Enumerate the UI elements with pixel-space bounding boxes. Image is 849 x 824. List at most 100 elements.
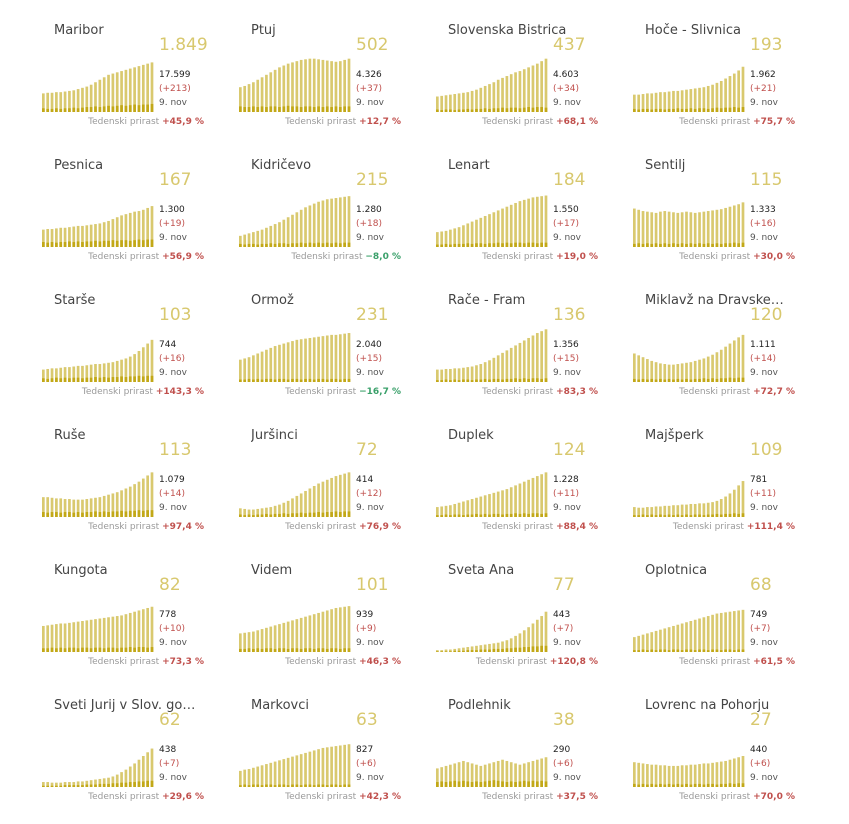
sparkline-chart (239, 472, 351, 517)
daily-bar (457, 109, 461, 112)
trend-bar (334, 198, 338, 247)
trend-bar (141, 478, 145, 517)
daily-bar (330, 512, 333, 517)
daily-bar (641, 649, 645, 652)
municipality-name: Juršinci (251, 428, 298, 443)
daily-bar (711, 649, 714, 652)
trend-bar (338, 474, 342, 517)
trend-bar (496, 210, 500, 247)
trend-bar (295, 619, 299, 652)
current-value: 120 (750, 305, 783, 325)
trend-bar (321, 336, 325, 382)
trend-bar (133, 484, 136, 517)
weekly-growth: Tedenski prirast +30,0 % (679, 252, 795, 262)
trend-bar (479, 87, 483, 112)
trend-bar (650, 507, 654, 517)
daily-bar (55, 377, 58, 382)
weekly-growth: Tedenski prirast +12,7 % (285, 117, 401, 127)
trend-bar (239, 633, 242, 652)
trend-bar (715, 209, 719, 247)
trend-bar (518, 483, 522, 517)
daily-bar (728, 783, 732, 787)
trend-bar (282, 343, 286, 382)
daily-bar (663, 784, 667, 787)
daily-bar (698, 514, 701, 517)
daily-bar (505, 378, 509, 382)
trend-bar (247, 509, 251, 517)
trend-bar (514, 202, 517, 247)
daily-bar (102, 511, 106, 517)
trend-bar (304, 490, 307, 517)
trend-bar (85, 86, 89, 112)
daily-bar (514, 242, 517, 247)
trend-bar (42, 497, 45, 517)
trend-bar (286, 342, 290, 382)
trend-bar (334, 334, 338, 382)
trend-bar (711, 614, 714, 652)
daily-bar (295, 243, 299, 247)
daily-bar (115, 105, 119, 112)
sparkline-chart (239, 333, 351, 382)
daily-bar (633, 783, 636, 787)
daily-bar (475, 379, 478, 382)
trend-bar (63, 91, 67, 112)
trend-bar (252, 509, 255, 517)
daily-bar (81, 512, 84, 517)
date-label: 9. nov (750, 368, 778, 378)
trend-bar (299, 339, 303, 382)
total-cases: 4.603 (553, 70, 579, 80)
daily-bar (120, 647, 123, 652)
daily-bar (637, 379, 641, 382)
trend-bar (286, 500, 290, 517)
daily-increase: (+15) (356, 354, 383, 364)
trend-bar (299, 209, 303, 247)
trend-bar (124, 614, 128, 652)
trend-bar (94, 497, 97, 517)
trend-bar (286, 757, 290, 787)
daily-bar (256, 244, 260, 247)
municipality-chart: Lovrenc na Pohorju 27 440 (+6) 9. nov Tedensk… (633, 691, 813, 816)
trend-bar (518, 764, 522, 787)
daily-bar (256, 784, 260, 787)
daily-bar (317, 106, 320, 112)
daily-bar (706, 108, 710, 112)
trend-bar (137, 610, 141, 652)
weekly-growth-value: +68,1 % (556, 117, 598, 127)
daily-bar (663, 243, 667, 247)
trend-bar (641, 507, 645, 517)
daily-bar (514, 782, 517, 787)
trend-bar (282, 219, 286, 247)
trend-bar (440, 767, 444, 787)
daily-bar (98, 241, 102, 247)
trend-bar (719, 81, 723, 112)
trend-bar (514, 485, 517, 517)
trend-bar (732, 205, 736, 247)
daily-bar (269, 514, 273, 517)
daily-bar (741, 649, 745, 652)
daily-bar (312, 243, 316, 247)
trend-bar (72, 226, 76, 247)
daily-bar (239, 648, 242, 652)
sparkline-chart (42, 206, 154, 247)
daily-bar (440, 651, 444, 652)
trend-bar (479, 364, 483, 382)
trend-bar (299, 617, 303, 652)
trend-bar (646, 764, 649, 787)
daily-bar (693, 783, 697, 787)
date-label: 9. nov (159, 98, 187, 108)
daily-bar (111, 377, 115, 382)
trend-bar (330, 609, 333, 652)
municipality-chart: Miklavž na Dravske… 120 1.111 (+14) 9. nov Te… (633, 286, 813, 411)
municipality-chart: Rače - Fram 136 1.356 (+15) 9. nov Tedenski p… (436, 286, 616, 411)
trend-bar (698, 503, 701, 517)
trend-bar (444, 95, 448, 112)
daily-bar (98, 783, 102, 787)
daily-bar (72, 647, 76, 652)
trend-bar (453, 763, 457, 787)
daily-bar (531, 646, 535, 652)
daily-bar (711, 378, 714, 382)
daily-bar (141, 647, 145, 652)
trend-bar (120, 215, 123, 247)
daily-bar (449, 781, 452, 787)
date-label: 9. nov (159, 638, 187, 648)
